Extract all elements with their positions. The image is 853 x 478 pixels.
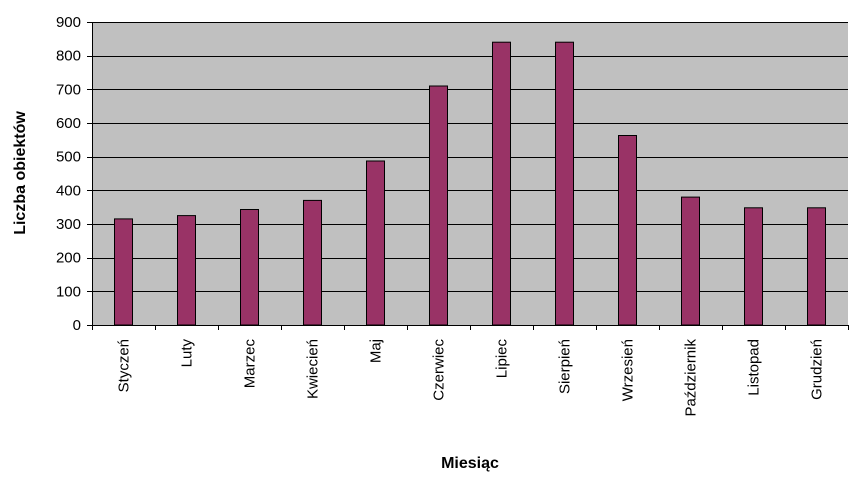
y-axis-title: Liczba obiektów (12, 111, 29, 235)
y-tick-label: 0 (73, 317, 81, 334)
x-tick-label: Wrzesień (620, 339, 637, 401)
y-tick-label: 300 (56, 216, 81, 233)
bar-2 (240, 209, 259, 326)
x-tick-label: Listopad (746, 339, 763, 396)
x-tick-label: Lipiec (494, 339, 511, 379)
x-tick-label: Maj (368, 339, 385, 363)
y-tick-label: 600 (56, 115, 81, 132)
x-tick-label: Czerwiec (431, 339, 448, 401)
x-tick-label: Grudzień (809, 339, 826, 400)
x-tick-label: Kwiecień (305, 339, 322, 399)
bar-0 (114, 218, 133, 326)
y-tick-labels: 0 100 200 300 400 500 600 700 800 900 (56, 14, 81, 334)
x-tick-labels: Styczeń Luty Marzec Kwiecień Maj Czerwiec Lipi… (116, 339, 826, 417)
y-tick-label: 700 (56, 81, 81, 98)
gridlines (92, 22, 848, 292)
x-axis-title: Miesiąc (441, 455, 499, 472)
y-tick-label: 200 (56, 250, 81, 267)
bar-9 (681, 196, 700, 326)
x-tick-label: Sierpień (557, 339, 574, 394)
bar-1 (177, 215, 196, 326)
bar-3 (303, 199, 322, 326)
y-tick-label: 900 (56, 14, 81, 31)
bar-4 (366, 160, 385, 326)
x-tick-label: Styczeń (116, 339, 133, 392)
bar-11 (807, 207, 826, 326)
y-tick-label: 800 (56, 48, 81, 65)
y-tick-label: 400 (56, 182, 81, 199)
bar-5 (429, 85, 448, 326)
bar-7 (555, 41, 574, 326)
y-tick-label: 100 (56, 283, 81, 300)
x-tick-label: Marzec (242, 339, 259, 389)
bar-8 (618, 135, 637, 326)
x-tick-label: Luty (179, 339, 196, 368)
plot-area-background (92, 22, 848, 325)
y-tick-label: 500 (56, 149, 81, 166)
bars (114, 41, 826, 326)
bar-10 (744, 207, 763, 326)
bar-6 (492, 41, 511, 326)
axes (87, 22, 849, 330)
x-tick-label: Październik (683, 339, 700, 417)
